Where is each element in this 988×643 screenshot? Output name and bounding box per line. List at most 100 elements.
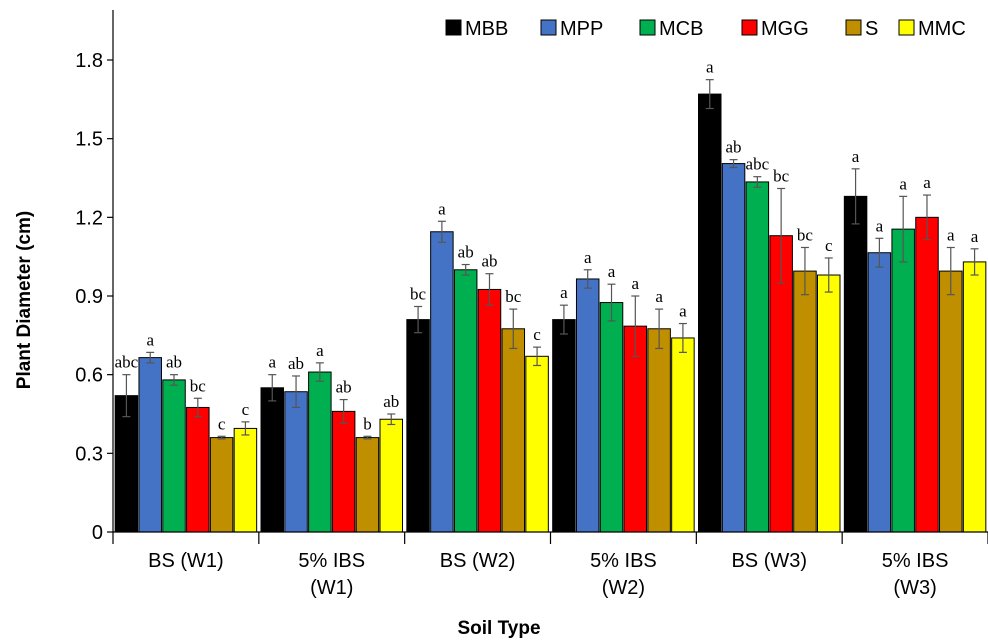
- x-tick-label: 5% IBS: [882, 550, 949, 572]
- bar: [721, 163, 746, 533]
- legend-label: MPP: [560, 18, 603, 40]
- significance-label: a: [706, 58, 714, 77]
- legend-swatch: [445, 19, 462, 36]
- bar: [453, 269, 478, 533]
- significance-label: a: [971, 227, 979, 246]
- bar: [671, 337, 695, 533]
- bar: [867, 252, 892, 533]
- legend-swatch: [845, 19, 862, 36]
- bar: [379, 418, 403, 533]
- x-axis: BS (W1) 5% IBS (W1) BS (W2) 5% IBS (W2) BS (W3…: [112, 10, 988, 599]
- bar: [939, 270, 963, 533]
- legend-label: MGG: [761, 18, 809, 40]
- significance-label: bc: [797, 225, 814, 244]
- bar: [575, 278, 600, 533]
- bar: [355, 437, 380, 533]
- bar: [138, 357, 162, 533]
- bar: [284, 391, 308, 533]
- significance-label: a: [560, 283, 568, 302]
- x-tick-label: BS (W3): [731, 550, 807, 572]
- bar: [698, 93, 722, 533]
- significance-label: ab: [336, 378, 352, 397]
- significance-label: bc: [190, 376, 207, 395]
- x-axis-title: Soil Type: [457, 618, 540, 639]
- significance-label: a: [316, 341, 324, 360]
- bar: [331, 410, 356, 533]
- y-tick-label: 1.5: [75, 129, 103, 151]
- bar: [308, 371, 332, 533]
- x-tick-label: (W2): [602, 577, 645, 599]
- x-tick-label: 5% IBS: [298, 550, 365, 572]
- legend-swatch: [639, 19, 656, 36]
- bar: [501, 328, 526, 533]
- significance-label: a: [679, 302, 687, 321]
- significance-label: ab: [481, 252, 497, 271]
- bar: [186, 406, 210, 533]
- y-tick-label: 1.2: [75, 207, 103, 229]
- x-tick-label: BS (W1): [148, 550, 224, 572]
- bar: [647, 328, 671, 533]
- y-tick-label: 0.9: [75, 286, 103, 308]
- legend: MBB MPP MCB MGG S MMC: [445, 18, 966, 40]
- significance-label: a: [899, 174, 907, 193]
- significance-label: a: [923, 173, 931, 192]
- significance-label: ab: [166, 353, 182, 372]
- bar: [477, 288, 502, 533]
- x-tick-label: 5% IBS: [590, 550, 657, 572]
- bar: [623, 325, 648, 533]
- significance-label: bc: [505, 287, 522, 306]
- bar: [843, 195, 868, 533]
- bar: [552, 319, 576, 533]
- bar: [162, 379, 186, 533]
- significance-label: a: [146, 330, 154, 349]
- x-tick-label: (W1): [310, 577, 353, 599]
- x-tick-label: (W3): [893, 577, 936, 599]
- significance-label: a: [876, 216, 884, 235]
- significance-label: a: [852, 147, 860, 166]
- legend-swatch: [898, 19, 915, 36]
- significance-label: a: [632, 274, 640, 293]
- bar: [209, 437, 234, 533]
- significance-label: c: [242, 400, 250, 419]
- bar: [817, 274, 841, 533]
- significance-label: a: [268, 353, 276, 372]
- significance-label: bc: [410, 284, 427, 303]
- significance-label: a: [655, 287, 663, 306]
- legend-swatch: [741, 19, 758, 36]
- significance-label: ab: [726, 138, 742, 157]
- y-axis-title: Plant Diameter (cm): [14, 211, 35, 389]
- bar: [430, 231, 454, 533]
- legend-swatch: [540, 19, 557, 36]
- bar: [915, 216, 939, 533]
- x-tick-label: BS (W2): [440, 550, 516, 572]
- y-tick-label: 0: [92, 522, 103, 544]
- bar: [260, 387, 284, 533]
- bar: [599, 302, 624, 533]
- bar: [891, 228, 915, 533]
- y-axis-ticks: 0 0.3 0.6 0.9 1.2 1.5 1.8: [75, 50, 113, 544]
- significance-label: b: [363, 414, 372, 433]
- legend-label: S: [865, 18, 878, 40]
- legend-label: MCB: [659, 18, 703, 40]
- significance-label: ab: [383, 392, 399, 411]
- significance-label: c: [218, 414, 226, 433]
- significance-label: abc: [115, 353, 139, 372]
- significance-label: c: [825, 236, 833, 255]
- significance-label: a: [584, 248, 592, 267]
- bar: [406, 319, 430, 533]
- significance-label: c: [533, 325, 541, 344]
- bar: [793, 270, 817, 533]
- y-tick-label: 1.8: [75, 50, 103, 72]
- legend-label: MBB: [465, 18, 508, 40]
- bar: [745, 181, 770, 533]
- legend-label: MMC: [918, 18, 966, 40]
- significance-label: bc: [773, 166, 790, 185]
- bar: [525, 355, 549, 533]
- y-tick-label: 0.3: [75, 443, 103, 465]
- bar: [962, 261, 987, 533]
- y-tick-label: 0.6: [75, 365, 103, 387]
- significance-label: a: [438, 199, 446, 218]
- bar: [233, 427, 258, 533]
